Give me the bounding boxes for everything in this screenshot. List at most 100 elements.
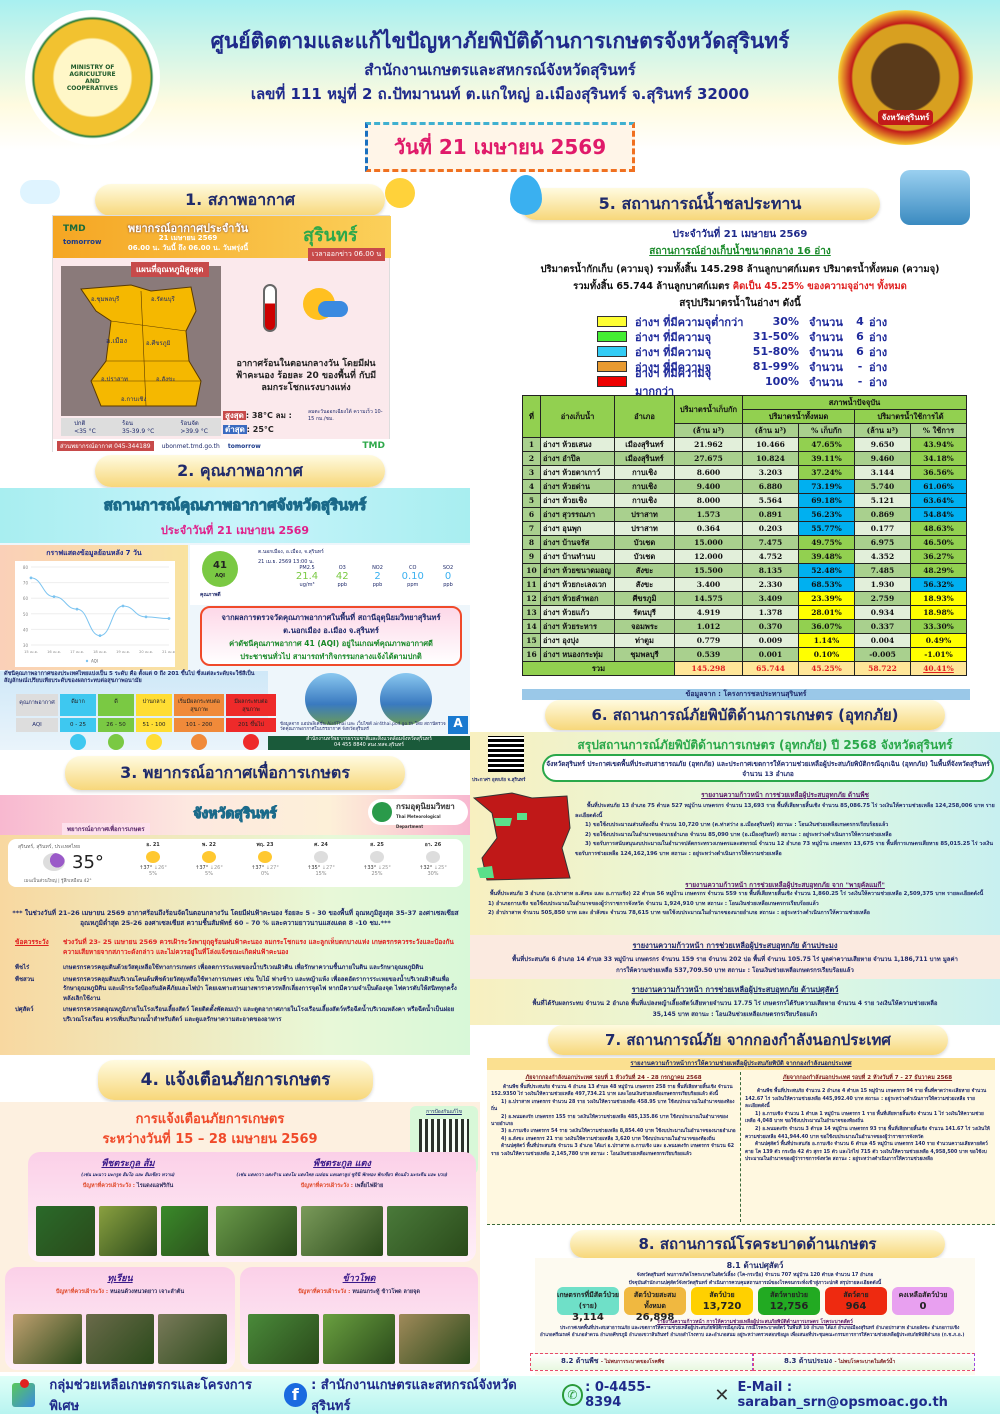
table-cell: 16 <box>522 647 541 662</box>
legend-range: 100% <box>765 375 799 388</box>
stat-value: 13,720 <box>702 1301 742 1312</box>
legend-count: 4 <box>856 315 864 328</box>
legend-count-label: จำนวน <box>809 375 843 389</box>
pollutant-value: 42 <box>335 571 349 582</box>
qr-code-icon[interactable] <box>488 736 524 772</box>
table-cell: 63.64% <box>910 493 967 508</box>
legend-label: อ่างฯ ที่มีความจุ <box>635 330 712 344</box>
province-seal: จังหวัดสุรินทร์ <box>838 10 973 145</box>
min-temp-label: ต่ำสุด <box>223 425 247 434</box>
temp-range: ↑32° ↓25° <box>408 865 458 871</box>
pest-photo <box>398 1314 470 1364</box>
table-cell: -1.01% <box>910 647 967 662</box>
table-cell: ศีขรภูมิ <box>614 591 675 606</box>
cloud-icon <box>370 851 384 863</box>
office-contact: 04 455 8840 สนง.ทสจ.สุรินทร์ <box>334 742 404 748</box>
fishery-status: - ไม่พบโรคระบาดในสัตว์น้ำ <box>834 1359 896 1365</box>
pollutant-name: SO2 <box>442 565 454 571</box>
aqi-data-point <box>98 634 102 638</box>
banner-line: การแจ้งเตือนภัยการเกษตร <box>135 1112 285 1127</box>
table-cell: 0.891 <box>742 507 799 522</box>
advice-row: ปศุสัตว์ เกษตรกรควรลดอุณหภูมิภายในโรงเรือ… <box>15 1005 460 1024</box>
header-name: อ่างเก็บน้ำ <box>540 395 615 438</box>
table-cell: บัวเชด <box>614 549 675 564</box>
epidemic-text: ปัจจุบันสำนักงานปศุสัตว์จังหวัดสุรินทร์ … <box>628 1281 882 1286</box>
table-cell: 4.752 <box>742 549 799 564</box>
aqi-level-3: เริ่มมีผลกระทบต่อสุขภาพ 101 - 200 <box>174 694 224 752</box>
forecast-day-4: ส. 25 ↑33° ↓25° 25% <box>352 841 402 877</box>
table-cell: 5.740 <box>854 479 911 494</box>
day-label: พฤ. 23 <box>256 842 274 848</box>
table-cell: 2 <box>522 451 541 466</box>
map-legend: ปกติ <35 °C ร้อน 35-39.9 °C ร้อนจัด >39.9 °… <box>61 418 221 436</box>
pollutant-3: CO 0.10 ppm <box>396 565 430 588</box>
header-unit: % ใช้การ <box>910 423 967 438</box>
table-cell: จอมพระ <box>614 619 675 634</box>
temp-range: ↑33° ↓25° <box>352 865 402 871</box>
fishery-heading: รายงานความก้าวหน้า การช่วยเหลือผู้ประสบอ… <box>632 941 838 950</box>
forecast-website[interactable]: ubonmet.tmd.go.th <box>161 442 220 450</box>
table-cell: 1 <box>522 437 541 452</box>
table-cell: 8 <box>522 535 541 550</box>
aq-scale-intro: ดัชนีคุณภาพอากาศของประเทศไทยแบ่งเป็น 5 ร… <box>4 671 255 684</box>
temp-high: ↑37° <box>195 865 209 871</box>
station-photo <box>380 673 432 725</box>
table-cell: 0.337 <box>854 619 911 634</box>
paragraph: ด้านพืช พื้นที่ประสบภัย จำนวน 2 อำเภอ 4 … <box>745 1089 987 1110</box>
aqi-level-4: มีผลกระทบต่อสุขภาพ 201 ขึ้นไป <box>226 694 276 752</box>
x-tick-label: 18 เม.ย. <box>93 650 107 654</box>
footer-email[interactable]: E-Mail : saraban_srn@opsmoac.go.th <box>737 1380 948 1410</box>
legend-range: 31-50% <box>752 330 799 343</box>
day-label: ศ. 24 <box>314 842 328 848</box>
table-header-row: ที่ อ่างเก็บน้ำ อำเภอ ปริมาตรน้ำเก็บกัก สภาพ… <box>522 395 967 438</box>
logo-text: MINISTRY OF AGRICULTURE AND COOPERATIVES <box>66 63 119 92</box>
table-cell: 15 <box>522 633 541 648</box>
crop-heading: รายงานความก้าวหน้า การช่วยเหลือผู้ประสบอ… <box>701 791 869 799</box>
table-cell: 1.14% <box>798 633 855 648</box>
temp-range: ↑37° ↓27° <box>240 865 290 871</box>
notice-line: ประชาชนทั่วไป สามารถทำกิจกรรมกลางแจ้งได้… <box>240 652 422 661</box>
aq-source: ข้อมูลจาก แอปพลิเคชั่น Air4Thai และ เว็บ… <box>280 722 446 732</box>
aqi-face-icon <box>191 734 207 750</box>
pollutant-value: 0.10 <box>401 571 424 582</box>
legend-range: 30% <box>772 315 799 328</box>
x-tick-label: 20 เม.ย. <box>139 650 153 654</box>
dept-name-en: Thai Meteorological Department <box>396 814 441 829</box>
y-tick-label: 50 <box>23 612 29 617</box>
footer-group: กลุ่มช่วยเหลือเกษตรกรและโครงการพิเศษ <box>49 1378 252 1414</box>
table-cell: กาบเชิง <box>614 493 675 508</box>
livestock-subheading: 8.1 ด้านปศุสัตว์ <box>726 1261 784 1270</box>
pest-name: หนอนกระทู้ ข้าวโพด ลายจุด <box>352 1289 420 1295</box>
warning-card-2: ทุเรียน ปัญหาที่ควรเฝ้าระวัง : หนอนด้วงหน… <box>5 1267 235 1370</box>
aqi-level-label: ปานกลาง <box>136 694 172 716</box>
section-6-title: 6. สถานการณ์ภัยพิบัติด้านการเกษตร (อุทกภ… <box>545 700 945 730</box>
table-cell: 4.352 <box>854 549 911 564</box>
footer-phone[interactable]: : 0-4455-8394 <box>585 1380 651 1410</box>
paragraph: ด้านพืช พื้นที่ประสบภัย จำนวน 4 อำเภอ 13… <box>491 1085 733 1098</box>
air4thai-logo: A <box>448 716 468 734</box>
table-cell: 9.460 <box>854 451 911 466</box>
table-cell: 69.18% <box>798 493 855 508</box>
advice-text: เกษตรกรควรคลุมดินด้วยวัสดุเหลือใช้ทางการ… <box>63 964 424 971</box>
aqi-level-1: ดี 26 - 50 <box>98 694 134 752</box>
table-row: 15 อ่างฯ อุงปุง ท่าตูม 0.779 0.009 1.14% 0.004… <box>522 633 967 648</box>
table-cell: 9 <box>522 549 541 564</box>
map-pin-icon <box>12 1379 36 1407</box>
pest-name: ไรแดงแอฟริกัน <box>136 1183 174 1189</box>
aqi-value: 41 <box>213 560 227 571</box>
aqi-level-range: 0 - 25 <box>60 718 96 732</box>
water-drop-icon <box>510 175 542 215</box>
aqi-data-point <box>52 595 56 599</box>
table-cell: 0.009 <box>742 633 799 648</box>
total-cell: 58.722 <box>854 661 911 676</box>
facebook-icon[interactable]: f <box>283 1383 308 1407</box>
table-row: 8 อ่างฯ บ้านจรัส บัวเชด 15.000 7.475 49.75% 6.… <box>522 535 967 550</box>
pest-photo <box>386 1206 468 1256</box>
ff-round1-heading: ภัยจากกองกำลังนอกประเทศ รอบที่ 1 ห้วงวัน… <box>525 1075 702 1081</box>
office-name: สำนักงานเกษตรและสหกรณ์จังหวัดสุรินทร์ <box>364 61 636 79</box>
station-photos <box>275 671 470 725</box>
table-cell: อ่างฯ สุวรรณภา <box>540 507 615 522</box>
table-cell: 0.10% <box>798 647 855 662</box>
footer-facebook[interactable]: : สำนักงานเกษตรและสหกรณ์จังหวัดสุรินทร์ <box>311 1378 517 1414</box>
legend-range: 51-80% <box>752 345 799 358</box>
